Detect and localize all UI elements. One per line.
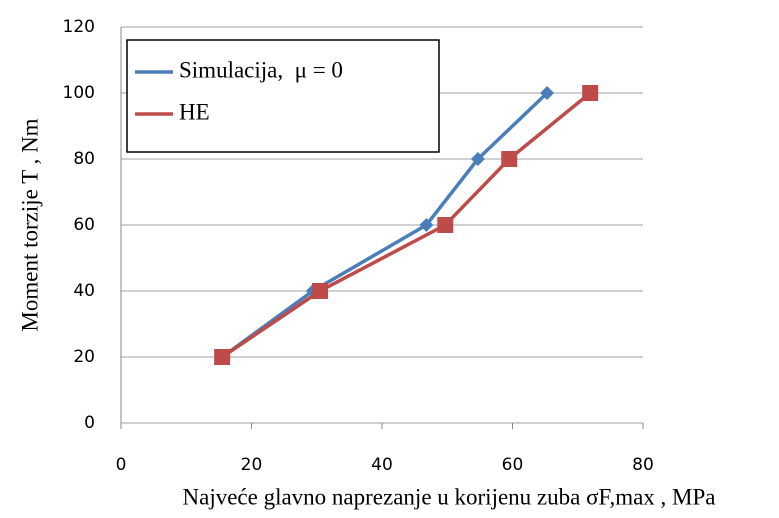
- y-tick-label: 20: [73, 347, 95, 367]
- legend-label: HE: [179, 99, 210, 124]
- y-tick-label: 0: [84, 413, 95, 433]
- x-axis-label: Najveće glavno naprezanje u korijenu zub…: [183, 484, 716, 509]
- marker: [214, 349, 231, 365]
- y-tick-label: 40: [73, 281, 95, 301]
- marker: [540, 86, 555, 100]
- x-tick-label: 20: [241, 455, 263, 475]
- x-tick-label: 40: [371, 455, 393, 475]
- legend-box: [126, 39, 440, 153]
- x-tick-label: 0: [116, 455, 127, 475]
- marker: [582, 85, 599, 101]
- y-tick-label: 100: [63, 83, 95, 103]
- x-tick-label: 80: [632, 455, 654, 475]
- x-tick-label: 60: [502, 455, 524, 475]
- marker: [501, 151, 518, 167]
- y-axis-label: Moment torzije T , Nm: [17, 118, 42, 331]
- y-tick-label: 120: [63, 17, 95, 37]
- y-tick-label: 80: [73, 149, 95, 169]
- marker: [470, 152, 485, 166]
- marker: [437, 217, 454, 233]
- legend-label: Simulacija, μ = 0: [179, 57, 343, 82]
- marker: [312, 283, 329, 299]
- marker: [419, 218, 434, 232]
- y-tick-label: 60: [73, 215, 95, 235]
